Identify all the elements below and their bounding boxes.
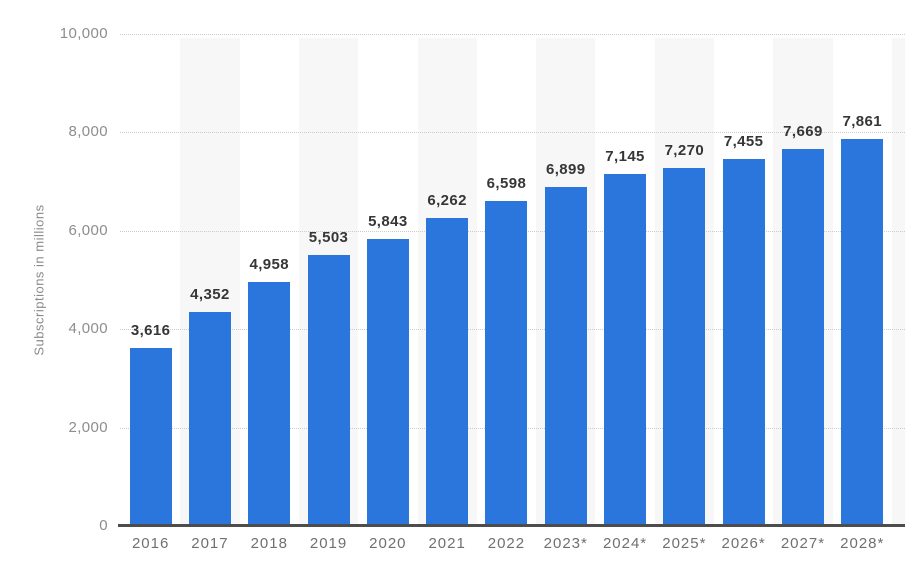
bar-2016[interactable] [129,348,172,526]
bar-2025[interactable] [663,168,706,526]
bar-value-label: 6,899 [545,160,586,178]
bar-value-label: 4,958 [249,256,290,274]
x-tick-label: 2020 [369,535,407,552]
bar-value-label: 6,262 [427,191,467,209]
x-axis-line [118,524,905,527]
y-tick-label: 10,000 [59,25,108,42]
bar-2018[interactable] [248,282,291,526]
bar-2028[interactable] [841,139,884,526]
bar-value-label: 4,352 [190,285,230,303]
bar-value-label: 7,455 [723,133,764,151]
bar-2017[interactable] [188,311,231,526]
column-band-partial [891,38,905,526]
x-tick-label: 2024* [602,535,648,552]
y-tick-label: 2,000 [68,418,108,436]
x-tick-label: 2021 [428,535,466,552]
bar-2026[interactable] [722,159,765,526]
bar-value-label: 6,598 [486,175,527,193]
x-tick-label: 2022 [487,535,526,552]
bar-2020[interactable] [366,238,409,526]
bar-value-label: 5,503 [308,229,349,247]
x-tick-label: 2016 [131,535,170,552]
x-tick-label: 2018 [250,535,288,552]
bar-2019[interactable] [307,255,350,526]
bar-value-label: 7,270 [664,142,705,160]
bar-value-label: 7,145 [605,148,645,166]
x-tick-label: 2023* [543,535,588,552]
bar-2024[interactable] [604,174,647,526]
x-tick-label: 2026* [721,535,766,552]
gridline-10000 [120,34,905,35]
x-tick-label: 2027* [780,535,826,552]
bar-2021[interactable] [426,217,469,526]
bar-value-label: 3,616 [130,322,171,340]
bar-2027[interactable] [781,148,824,526]
bar-2022[interactable] [485,201,528,526]
y-tick-label: 0 [99,517,108,534]
x-tick-label: 2017 [191,535,229,552]
bar-value-label: 5,843 [368,212,408,230]
bar-value-label: 7,861 [842,113,883,131]
x-tick-label: 2028* [840,535,885,552]
y-tick-label: 6,000 [68,221,108,239]
gridline-8000 [120,132,905,134]
bar-value-label: 7,669 [783,122,823,140]
bar-2023[interactable] [544,186,587,526]
x-tick-label: 2019 [309,535,348,552]
y-tick-label: 4,000 [68,320,108,338]
x-tick-label: 2025* [662,535,707,552]
y-tick-label: 8,000 [68,123,108,141]
